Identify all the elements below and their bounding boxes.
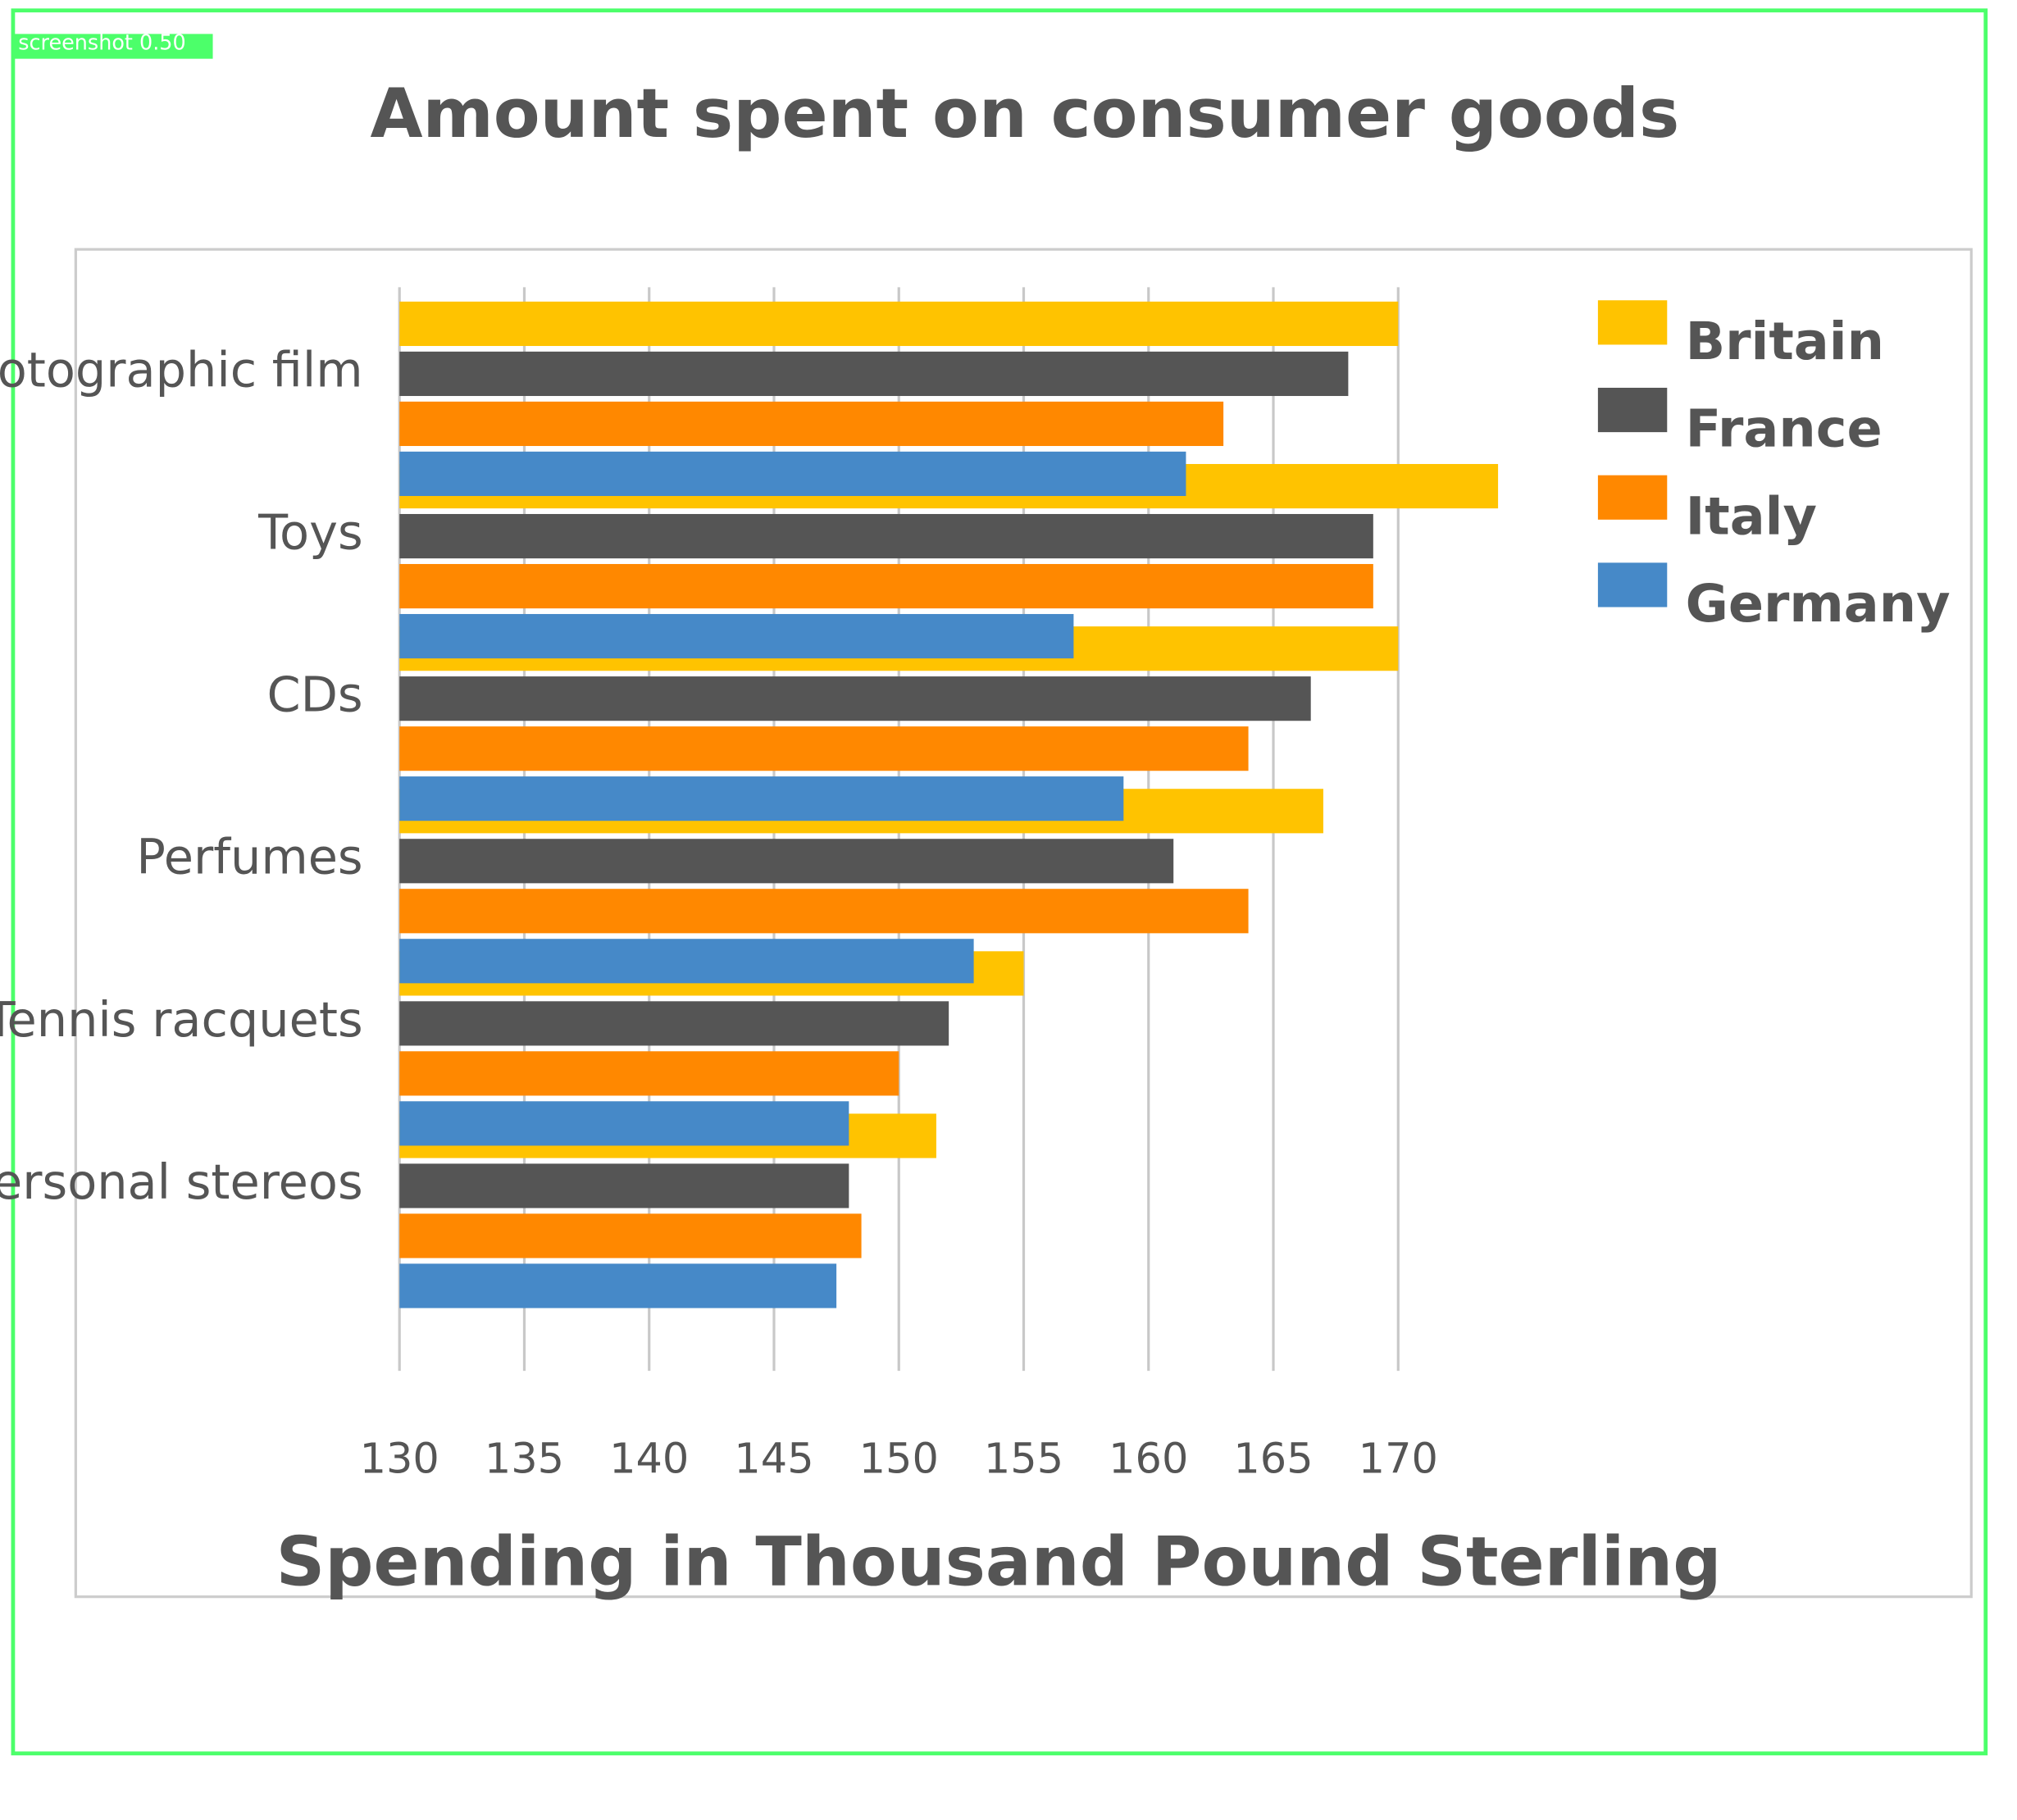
chart-frame — [74, 248, 1973, 1599]
x-tick-label: 150 — [859, 1435, 939, 1483]
x-tick-label: 160 — [1109, 1435, 1188, 1483]
bar — [399, 351, 1349, 397]
bar — [399, 726, 1249, 771]
x-tick-label: 155 — [984, 1435, 1063, 1483]
legend-swatch — [1597, 562, 1668, 607]
bar — [399, 676, 1311, 721]
bar — [399, 939, 974, 984]
y-tick-label: Photographic film — [0, 341, 363, 398]
screenshot-frame — [11, 8, 1988, 1756]
legend-label: Britain — [1686, 312, 1884, 372]
legend-swatch — [1597, 387, 1668, 433]
bar — [399, 1051, 899, 1096]
bar — [399, 613, 1074, 659]
bar — [399, 1001, 949, 1046]
bar — [399, 889, 1249, 934]
bar — [399, 1101, 849, 1146]
x-tick-label: 165 — [1233, 1435, 1313, 1483]
overlay-label-bg — [12, 34, 213, 59]
bar — [399, 401, 1224, 447]
x-tick-label: 135 — [485, 1435, 564, 1483]
x-tick-label: 140 — [609, 1435, 689, 1483]
x-tick-label: 170 — [1359, 1435, 1438, 1483]
bar — [399, 563, 1373, 609]
bar — [399, 451, 1186, 497]
bar — [399, 776, 1124, 821]
legend-swatch — [1597, 475, 1668, 520]
x-axis-title: Spending in Thousand Pound Sterling — [276, 1522, 1722, 1601]
legend-label: France — [1686, 399, 1883, 460]
bar — [399, 1263, 837, 1308]
y-tick-label: Personal stereos — [0, 1153, 363, 1210]
legend-label: Germany — [1686, 574, 1951, 635]
bar — [399, 839, 1174, 884]
bar — [399, 513, 1373, 559]
bar — [399, 1213, 862, 1258]
legend-swatch — [1597, 300, 1668, 345]
x-tick-label: 130 — [360, 1435, 439, 1483]
bar — [399, 1163, 849, 1208]
chart-title: Amount spent on consumer goods — [370, 74, 1679, 153]
x-tick-label: 145 — [734, 1435, 813, 1483]
bar — [399, 301, 1399, 347]
y-tick-label: Toys — [257, 503, 363, 560]
legend-label: Italy — [1686, 486, 1817, 547]
y-tick-label: Tennis racquets — [0, 991, 363, 1048]
y-tick-label: Perfumes — [136, 829, 362, 885]
overlay-label: screenshot 0.50 — [18, 31, 185, 56]
y-tick-label: CDs — [266, 667, 362, 723]
